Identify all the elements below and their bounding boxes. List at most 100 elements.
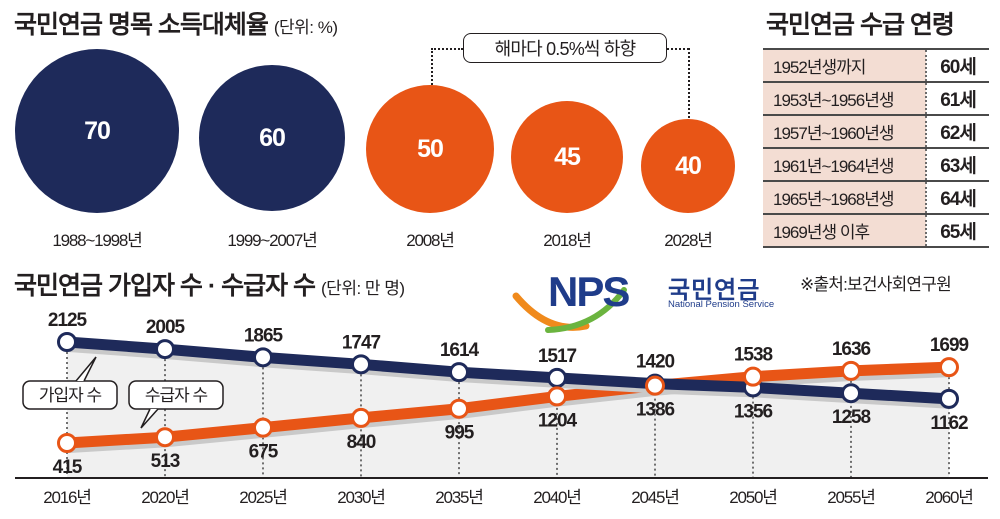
callout-pointer [140, 408, 159, 429]
bubble-2028년: 40 [641, 119, 735, 213]
birth-year-cell: 1961년~1964년생 [763, 147, 927, 182]
x-tick-label: 2016년 [43, 488, 90, 507]
data-label: 513 [151, 451, 180, 472]
data-point [155, 427, 175, 448]
data-label: 1204 [538, 410, 578, 431]
bubble-value: 45 [554, 142, 581, 171]
series-line-수급자 수 [66, 361, 950, 449]
data-label: 1258 [832, 407, 871, 428]
data-label: 1538 [734, 345, 773, 366]
bubble-2008년: 50 [366, 85, 494, 213]
birth-year-cell: 1957년~1960년생 [763, 114, 927, 149]
data-label: 2005 [146, 317, 186, 338]
data-point [253, 417, 273, 438]
data-label: 1747 [342, 332, 381, 353]
bubble-1988~1998년: 70 [15, 49, 179, 213]
nps-logo-mark: NPS [548, 268, 630, 315]
data-point [449, 398, 469, 419]
x-tick-label: 2050년 [729, 488, 776, 507]
subscribers-chart-title: 국민연금 가입자 수 · 수급자 수 (단위: 만 명) [14, 266, 405, 302]
data-point [449, 362, 469, 383]
data-label: 1420 [636, 352, 675, 373]
data-label: 995 [445, 423, 475, 444]
subscribers-chart-unit: (단위: 만 명) [321, 279, 405, 298]
data-point [57, 332, 77, 352]
callout-pointer [75, 356, 97, 382]
data-label: 675 [249, 442, 279, 463]
data-point [155, 339, 175, 360]
pension-age-cell: 60세 [926, 48, 989, 83]
bubble-value: 60 [259, 123, 286, 152]
x-tick-label: 2040년 [533, 488, 580, 507]
callout-box [22, 380, 118, 410]
data-point [351, 354, 371, 375]
note-bracket-left [431, 48, 463, 50]
data-point [645, 375, 665, 396]
bubble-period-label: 2028년 [664, 231, 713, 250]
data-label: 1162 [930, 413, 968, 434]
bubble-value: 70 [84, 116, 111, 145]
data-point [547, 367, 567, 388]
nps-logo-name-en: National Pension Service [668, 299, 775, 310]
x-tick-label: 2030년 [337, 488, 384, 507]
birth-year-cell: 1952년생까지 [763, 48, 927, 83]
data-label: 1865 [244, 325, 284, 346]
pension-age-row: 1957년~1960년생 62세 [763, 114, 989, 149]
data-point [253, 347, 273, 368]
bubble-1999~2007년: 60 [199, 65, 345, 211]
data-label: 1517 [538, 346, 577, 367]
subscribers-chart-title-text: 국민연금 가입자 수 · 수급자 수 [14, 272, 316, 300]
data-label: 1636 [832, 339, 871, 360]
callout-label: 수급자 수 [145, 386, 208, 405]
x-tick-label: 2055년 [827, 488, 874, 507]
pension-age-row: 1965년~1968년생 64세 [763, 180, 989, 215]
pension-age-row: 1952년생까지 60세 [763, 48, 989, 83]
data-point [57, 433, 77, 453]
data-label: 2125 [48, 310, 88, 331]
x-tick-label: 2025년 [239, 488, 286, 507]
legend-callout-beneficiaries: 수급자 수 [128, 380, 224, 429]
replacement-rate-title: 국민연금 명목 소득대체율 (단위: %) [14, 5, 338, 41]
birth-year-cell: 1953년~1956년생 [763, 81, 927, 116]
pension-age-cell: 61세 [926, 81, 989, 116]
data-point [351, 407, 371, 428]
bubble-period-label: 1999~2007년 [227, 231, 317, 250]
pension-age-table: 1952년생까지 60세 1953년~1956년생 61세 1957년~1960년생 62… [763, 48, 989, 248]
birth-year-cell: 1969년생 이후 [763, 213, 927, 248]
note-bracket-right-down [688, 48, 690, 118]
data-point [743, 366, 763, 387]
x-tick-label: 2020년 [141, 488, 188, 507]
data-label: 1614 [440, 340, 480, 361]
pension-age-cell: 65세 [926, 213, 989, 248]
data-point [841, 360, 861, 381]
source-note: ※출처:보건사회연구원 [800, 275, 952, 294]
data-label: 1356 [734, 401, 773, 422]
bubble-value: 50 [417, 134, 444, 163]
data-label: 1699 [930, 335, 969, 356]
annual-decrease-note: 해마다 0.5%씩 하향 [463, 33, 667, 63]
pension-age-title: 국민연금 수급 연령 [766, 11, 955, 39]
data-point [841, 383, 861, 404]
bubble-period-label: 2018년 [543, 231, 592, 250]
data-label: 1386 [636, 400, 675, 421]
pension-age-row: 1969년생 이후 65세 [763, 213, 989, 248]
series-line-가입자 수 [66, 336, 950, 405]
data-point [939, 357, 959, 378]
nps-logo-swoosh-icon [512, 287, 627, 333]
pension-age-cell: 62세 [926, 114, 989, 149]
x-tick-label: 2060년 [925, 488, 972, 507]
note-bracket-left-down [431, 48, 433, 85]
data-label: 840 [347, 432, 376, 453]
nps-logo-name-ko: 국민연금 [668, 277, 761, 304]
bubble-period-label: 2008년 [406, 231, 455, 250]
bubble-value: 40 [675, 151, 702, 180]
callout-box [128, 380, 224, 410]
nps-logo: NPS 국민연금 National Pension Service [508, 268, 778, 338]
bubble-period-label: 1988~1998년 [52, 231, 142, 250]
x-tick-label: 2045년 [631, 488, 678, 507]
data-label: 415 [53, 457, 83, 478]
data-point [547, 386, 567, 407]
pension-age-row: 1953년~1956년생 61세 [763, 81, 989, 116]
note-bracket-right [667, 48, 689, 50]
data-point [939, 388, 959, 409]
